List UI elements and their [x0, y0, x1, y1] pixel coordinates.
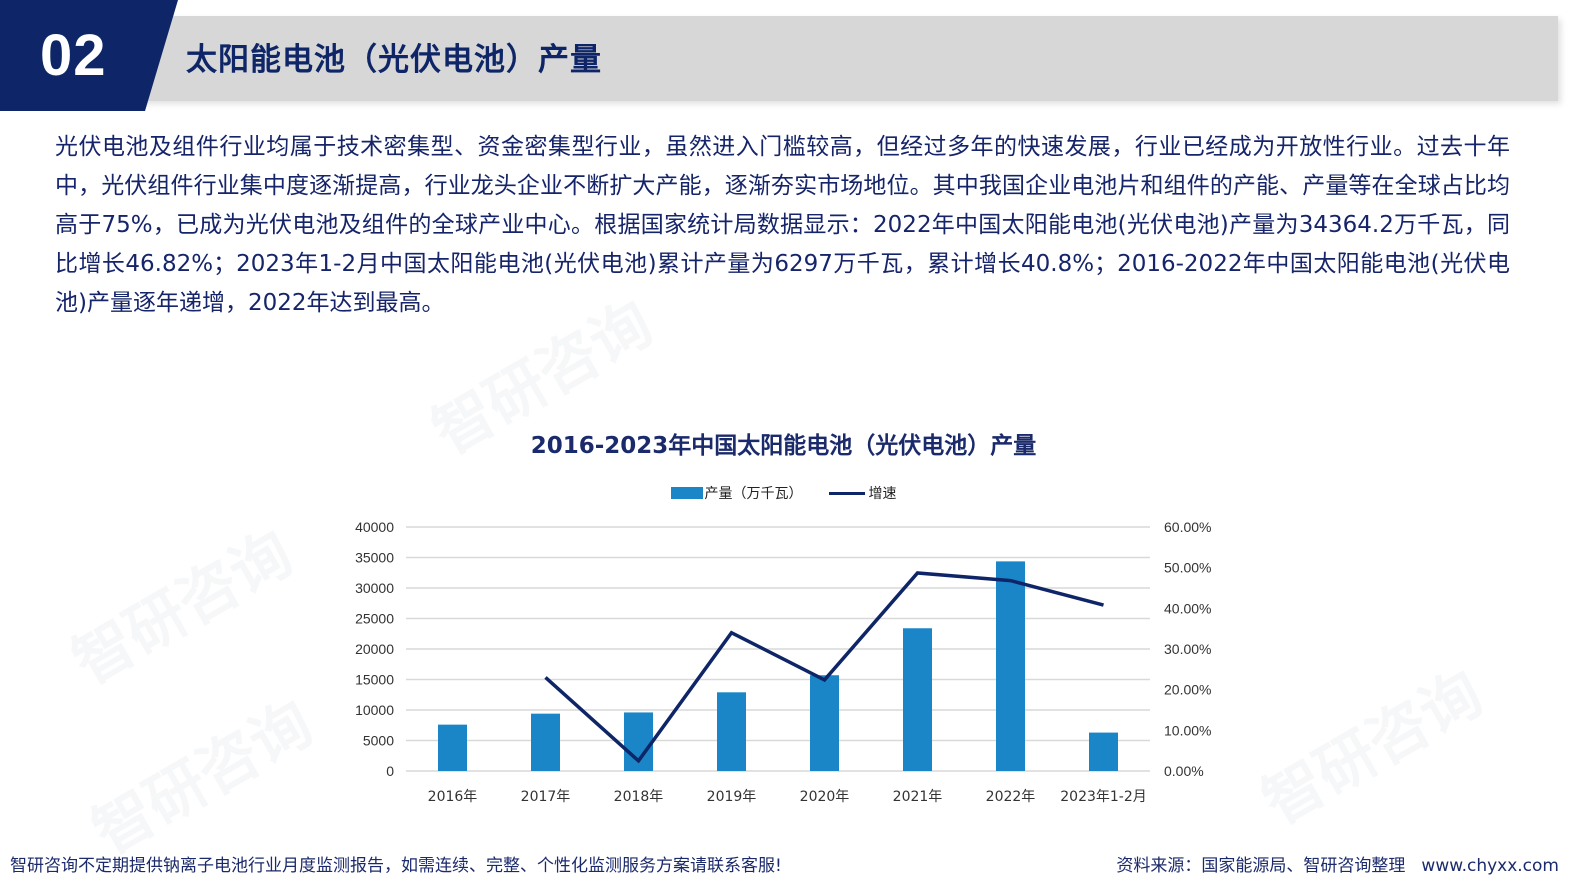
bar [438, 724, 467, 771]
x-axis-label: 2023年1-2月 [1060, 789, 1147, 805]
left-axis-tick: 20000 [355, 641, 394, 657]
x-axis-label: 2021年 [893, 789, 943, 805]
x-axis-label: 2017年 [521, 789, 571, 805]
bar [1089, 732, 1118, 771]
chart-title: 2016-2023年中国太阳能电池（光伏电池）产量 [530, 433, 1037, 459]
source-text: 资料来源：国家能源局、智研咨询整理 [1116, 856, 1406, 876]
left-axis-tick: 40000 [355, 519, 394, 535]
header-bar [140, 16, 1558, 101]
legend-label: 产量（万千瓦） [704, 486, 803, 502]
line-swatch-icon [828, 491, 865, 495]
section-number: 02 [40, 23, 107, 88]
bar-swatch-icon [670, 487, 703, 499]
chart-legend: 产量（万千瓦） 增速 [0, 483, 1567, 503]
left-axis-tick: 15000 [355, 672, 394, 688]
footer-source: 资料来源：国家能源局、智研咨询整理 www.chyxx.com [1116, 851, 1559, 876]
page-title: 太阳能电池（光伏电池）产量 [186, 42, 602, 78]
left-axis-tick: 25000 [355, 611, 394, 627]
x-axis-label: 2020年 [800, 789, 850, 805]
left-axis-tick: 30000 [355, 580, 394, 596]
legend-item-growth: 增速 [828, 483, 897, 503]
bar [531, 713, 560, 771]
x-axis-label: 2016年 [428, 789, 478, 805]
x-axis-label: 2019年 [707, 789, 757, 805]
right-axis-tick: 30.00% [1164, 641, 1211, 657]
bar [717, 692, 746, 771]
bar [996, 561, 1025, 771]
left-axis-tick: 35000 [355, 550, 394, 566]
left-axis-tick: 5000 [363, 733, 394, 749]
legend-item-production: 产量（万千瓦） [670, 483, 803, 503]
x-axis-label: 2022年 [986, 789, 1036, 805]
section-number-badge: 02 [0, 0, 178, 111]
right-axis-tick: 40.00% [1164, 600, 1211, 616]
right-axis-tick: 20.00% [1164, 682, 1211, 698]
footer-notice: 智研咨询不定期提供钠离子电池行业月度监测报告，如需连续、完整、个性化监测服务方案… [10, 856, 782, 876]
growth-line [544, 571, 1104, 764]
website-link[interactable]: www.chyxx.com [1421, 856, 1559, 876]
right-axis-tick: 10.00% [1164, 722, 1211, 738]
right-axis-tick: 50.00% [1164, 560, 1211, 576]
left-axis-tick: 10000 [355, 702, 394, 718]
bar [810, 675, 839, 771]
left-axis-tick: 0 [386, 763, 394, 779]
legend-label: 增速 [868, 486, 897, 502]
x-axis-label: 2018年 [614, 789, 664, 805]
bar [903, 628, 932, 771]
right-axis-tick: 0.00% [1164, 763, 1204, 779]
right-axis-tick: 60.00% [1164, 519, 1211, 535]
body-paragraph: 光伏电池及组件行业均属于技术密集型、资金密集型行业，虽然进入门槛较高，但经过多年… [55, 134, 1510, 316]
